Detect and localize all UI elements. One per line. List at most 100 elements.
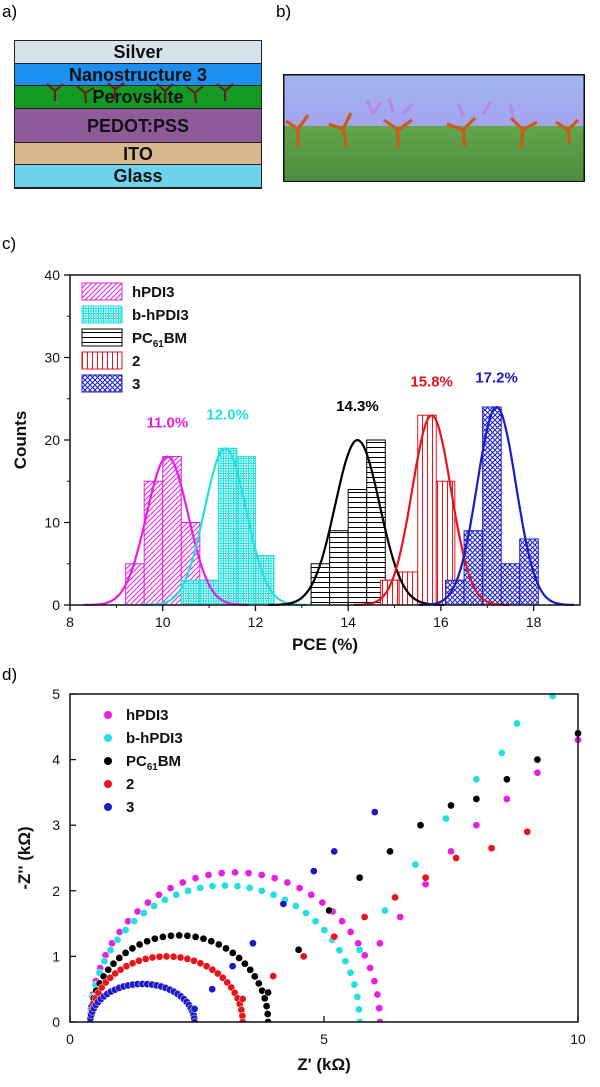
layer-silver: Silver: [15, 41, 261, 64]
data-point: [338, 917, 346, 926]
legend-marker: [104, 780, 112, 788]
data-point: [199, 934, 208, 943]
layer-label: PEDOT:PSS: [86, 115, 190, 136]
data-point: [257, 886, 266, 895]
legend-label: PC61BM: [132, 330, 187, 350]
histogram-bar: [125, 563, 145, 606]
data-point: [533, 768, 542, 777]
data-point: [151, 934, 159, 943]
layer-pedot: PEDOT:PSS: [15, 108, 261, 143]
data-point: [346, 928, 355, 936]
legend-label: 3: [126, 799, 134, 816]
x-tick-label: 0: [66, 1031, 74, 1047]
data-point: [141, 955, 150, 963]
data-point: [320, 926, 329, 934]
data-point: [244, 869, 253, 877]
data-point: [204, 871, 213, 879]
data-point: [503, 775, 511, 784]
data-point: [191, 874, 200, 882]
data-point: [235, 954, 243, 962]
data-point: [228, 949, 237, 957]
data-point: [130, 917, 139, 926]
x-tick-label: 8: [66, 614, 74, 630]
nanostructure-render: [283, 74, 585, 182]
legend-label: b-hPDI3: [126, 730, 183, 747]
data-point: [391, 893, 399, 902]
panel-label-a: a): [2, 2, 18, 21]
layer-ito: ITO: [15, 142, 261, 165]
y-tick-label: 2: [52, 883, 60, 899]
data-point: [523, 827, 532, 836]
data-point: [370, 977, 379, 985]
x-tick-label: 12: [248, 614, 264, 630]
data-point: [135, 940, 144, 949]
layer-label: Perovskite: [92, 87, 184, 107]
data-point: [279, 900, 288, 908]
data-point: [121, 926, 130, 934]
data-point: [350, 980, 359, 989]
data-point: [270, 874, 279, 882]
legend-swatch: [81, 305, 123, 324]
legend-label: hPDI3: [132, 284, 175, 301]
data-point: [360, 951, 369, 960]
data-point: [241, 959, 249, 968]
x-axis-label: Z' (kΩ): [297, 1055, 351, 1074]
data-point: [223, 978, 232, 987]
data-point: [302, 909, 310, 917]
data-point: [101, 978, 110, 987]
legend-label: 2: [132, 353, 140, 370]
legend-marker: [104, 711, 112, 719]
data-point: [416, 821, 425, 830]
data-point: [472, 795, 481, 803]
y-tick-label: 20: [44, 432, 60, 448]
histogram-bar: [519, 538, 539, 606]
data-point: [366, 964, 374, 972]
data-point: [155, 952, 164, 961]
data-point: [169, 952, 178, 961]
data-point: [330, 847, 339, 856]
data-point: [294, 945, 303, 954]
y-tick-label: 40: [44, 267, 60, 283]
data-point: [250, 972, 259, 981]
data-point: [128, 944, 137, 953]
data-point: [299, 952, 308, 961]
panel-label-c: c): [2, 234, 17, 253]
data-point: [155, 890, 163, 899]
data-point: [497, 749, 506, 757]
data-point: [386, 847, 394, 856]
data-point: [221, 881, 229, 890]
legend-marker: [104, 734, 112, 742]
nyquist-chart: 0 5 10 0 1 2 3 4 5 Z' (kΩ) -Z'' (kΩ) hPDI3 b-hPDI3 PC…: [15, 686, 586, 1074]
data-point: [207, 937, 216, 946]
data-point: [447, 847, 455, 856]
data-point: [214, 969, 222, 978]
y-tick-label: 0: [52, 1014, 60, 1030]
data-point: [269, 972, 278, 980]
legend-marker: [104, 803, 112, 811]
layer-glass: Glass: [15, 165, 261, 188]
data-point: [106, 946, 115, 955]
histogram-bar: [329, 530, 349, 606]
data-point: [162, 952, 171, 961]
data-point: [447, 801, 455, 810]
legend-marker: [104, 757, 112, 765]
data-point: [263, 1010, 272, 1018]
data-point: [355, 873, 364, 882]
data-point: [228, 962, 237, 971]
data-point: [208, 985, 217, 994]
histogram-bar: [310, 563, 331, 606]
data-point: [264, 988, 272, 997]
y-tick-label: 3: [52, 817, 60, 833]
data-point: [295, 884, 304, 892]
y-axis-label: Counts: [11, 411, 30, 470]
data-point: [262, 1002, 271, 1010]
device-stack: Silver Nanostructure 3 Perovskite PEDOT:…: [14, 40, 262, 189]
data-point: [335, 946, 344, 955]
data-point: [325, 906, 333, 915]
data-point: [208, 965, 217, 974]
gaussian-fit-line: [83, 455, 249, 607]
y-tick-label: 0: [52, 597, 60, 613]
data-point: [222, 944, 230, 953]
legend-swatch: [81, 351, 123, 370]
data-point: [533, 755, 542, 764]
